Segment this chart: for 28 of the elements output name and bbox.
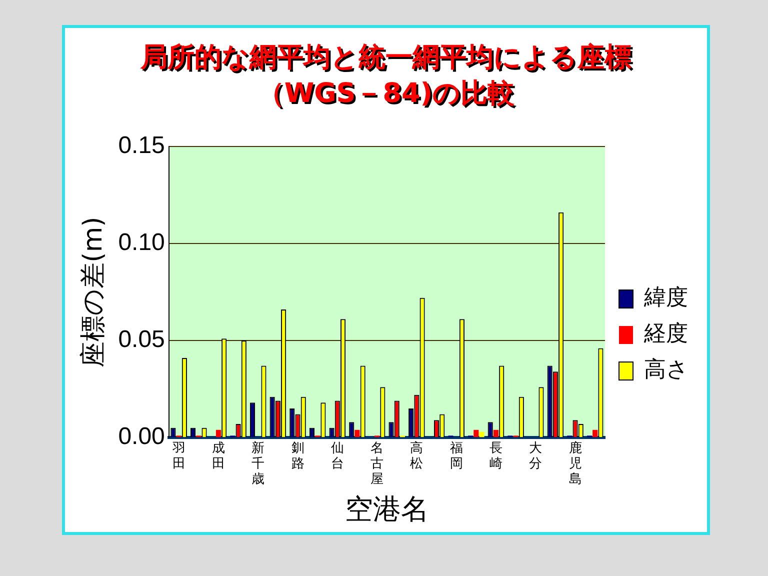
x-tick-label: 名古屋 xyxy=(370,440,384,486)
x-tick-label: 長崎 xyxy=(489,440,502,471)
x-tick-label: 羽田 xyxy=(171,440,186,471)
chart-title: 局所的な網平均と統一網平均による座標 xyxy=(139,41,632,75)
bar xyxy=(493,430,499,438)
bar xyxy=(592,430,598,438)
x-tick-label: 釧路 xyxy=(291,440,304,471)
x-tick-label: 成田 xyxy=(212,440,225,471)
x-tick-label: 高松 xyxy=(410,440,424,471)
chart-subtitle: （WGS－84)の比較 xyxy=(256,77,516,111)
x-tick-label: 福岡 xyxy=(450,440,463,471)
y-tick-label: 0.10 xyxy=(118,229,165,256)
x-axis-title: 空港名 xyxy=(344,492,429,526)
bar xyxy=(354,430,360,438)
y-tick-label: 0.15 xyxy=(118,132,165,160)
y-axis-title: 座標の差(m) xyxy=(78,216,108,368)
bar xyxy=(479,432,484,438)
y-tick-label: 0.05 xyxy=(118,326,165,354)
legend-label: 緯度 xyxy=(643,286,688,311)
x-tick-label: 大分 xyxy=(529,440,542,471)
legend-label: 経度 xyxy=(643,322,688,347)
x-tick-label: 新千歳 xyxy=(252,440,265,486)
bar xyxy=(216,430,221,438)
x-tick-label: 仙台 xyxy=(330,440,344,471)
bar xyxy=(474,430,479,438)
legend-label: 高さ xyxy=(644,358,689,383)
y-tick-label: 0.00 xyxy=(118,423,165,450)
x-tick-label: 鹿児島 xyxy=(568,440,582,486)
